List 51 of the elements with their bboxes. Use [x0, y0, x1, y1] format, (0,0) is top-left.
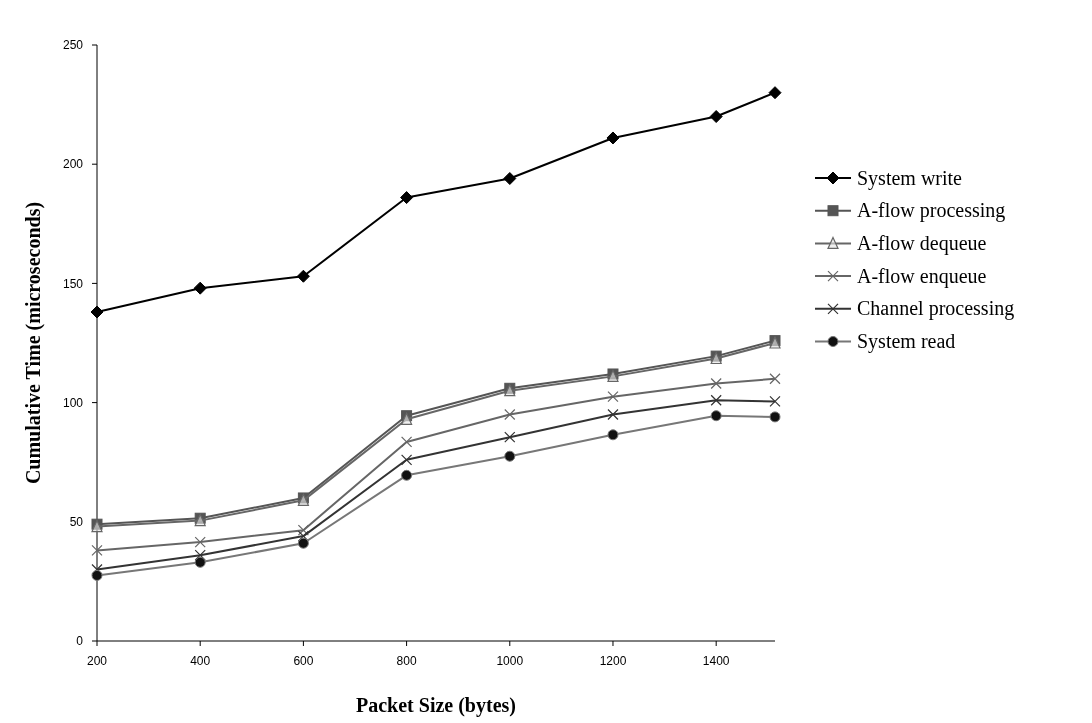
point — [710, 410, 722, 422]
x-tick-label: 800 — [396, 654, 417, 668]
x-tick-label: 600 — [293, 654, 314, 668]
point — [194, 556, 206, 568]
point — [607, 429, 619, 441]
point — [769, 395, 781, 408]
y-tick-label: 200 — [62, 157, 84, 172]
point — [297, 524, 309, 536]
y-tick-label: 100 — [62, 395, 84, 410]
y-tick-label: 0 — [76, 634, 84, 649]
legend-label: A-flow dequeue — [857, 232, 987, 255]
point — [607, 408, 619, 421]
point — [769, 373, 781, 385]
y-tick-label: 150 — [62, 276, 84, 291]
point — [90, 305, 104, 319]
y-axis-title: Cumulative Time (microseconds) — [22, 201, 45, 485]
legend-label: Channel processing — [857, 297, 1015, 321]
legend-label: System write — [857, 166, 963, 190]
x-tick-label: 200 — [86, 654, 108, 668]
point — [400, 191, 414, 205]
point — [768, 86, 782, 100]
point — [401, 469, 413, 481]
point — [504, 431, 516, 443]
y-tick-label: 250 — [62, 38, 84, 53]
x-tick-label: 1400 — [702, 654, 730, 668]
point — [91, 544, 103, 557]
x-axis-title: Packet Size (bytes) — [356, 694, 516, 717]
point — [769, 411, 781, 423]
x-tick-label: 1000 — [496, 654, 524, 668]
point — [296, 269, 310, 283]
y-tick-label: 50 — [69, 515, 84, 529]
point — [710, 377, 722, 390]
point — [297, 537, 309, 549]
x-tick-label: 1200 — [599, 654, 627, 668]
legend-label: System read — [857, 330, 956, 354]
point — [606, 131, 620, 145]
point — [504, 450, 516, 462]
point — [400, 454, 413, 466]
point — [710, 394, 722, 406]
point — [297, 530, 309, 542]
point — [607, 391, 619, 403]
x-tick-label: 400 — [190, 654, 211, 668]
point — [91, 569, 103, 581]
point — [504, 408, 516, 421]
legend-label: A-flow enqueue — [857, 264, 987, 288]
legend-label: A-flow processing — [857, 199, 1006, 223]
point — [709, 110, 723, 124]
point — [503, 172, 517, 185]
point — [193, 281, 207, 295]
point — [194, 536, 206, 548]
point — [400, 436, 413, 448]
